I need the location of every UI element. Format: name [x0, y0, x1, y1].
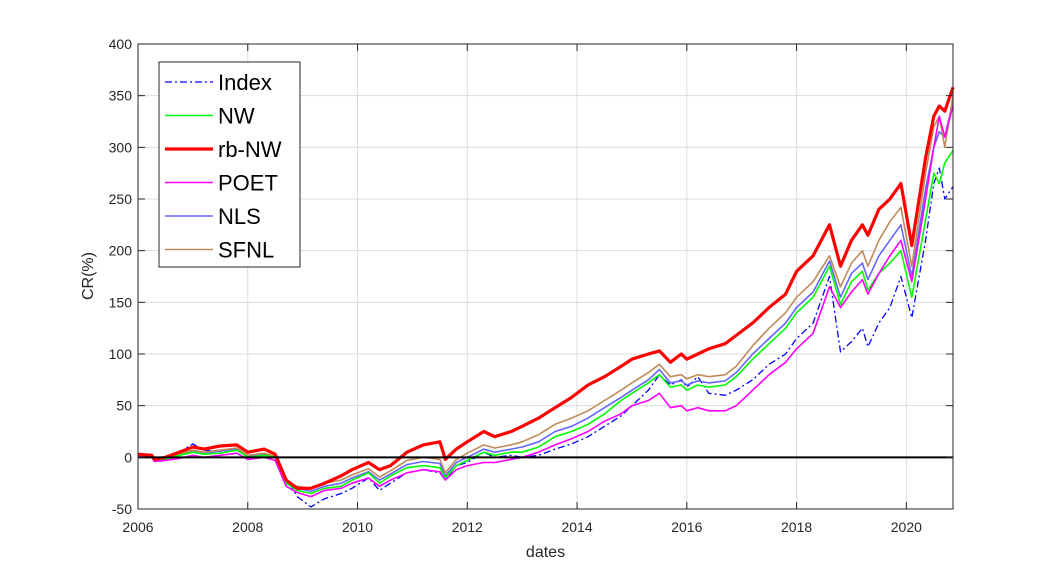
y-tick-label: 300: [109, 139, 133, 155]
y-tick-label: 0: [124, 449, 132, 465]
plot-border: [137, 43, 954, 510]
legend-label: NLS: [218, 204, 261, 229]
x-tick-label: 2018: [781, 519, 812, 535]
y-tick-label: 100: [109, 346, 133, 362]
axis-ticks: [137, 43, 953, 510]
y-tick-label: 250: [109, 191, 133, 207]
legend-label: POET: [218, 171, 278, 196]
y-tick-label: 350: [109, 88, 133, 104]
y-axis-label: CR(%): [80, 252, 97, 300]
legend-label: NW: [218, 104, 255, 129]
series-line-poet: [137, 105, 954, 498]
legend-label: SFNL: [218, 238, 274, 263]
x-tick-label: 2014: [561, 519, 592, 535]
x-tick-label: 2020: [891, 519, 922, 535]
legend-label: Index: [218, 70, 272, 95]
x-tick-label: 2016: [671, 519, 702, 535]
x-tick-label: 2006: [122, 519, 153, 535]
legend-box: [158, 61, 301, 268]
legend-label: rb-NW: [218, 137, 282, 162]
series-line-index: [137, 167, 954, 508]
x-axis-label: dates: [526, 544, 565, 561]
y-tick-label: 200: [109, 243, 133, 259]
x-tick-label: 2012: [452, 519, 483, 535]
series-line-rb-nw: [137, 86, 955, 490]
y-tick-label: 150: [109, 294, 133, 310]
series-line-sfnl: [137, 95, 954, 490]
y-tick-label: 50: [116, 398, 132, 414]
tick-labels: 2006 2008 2010 2012 2014 2016 2018 2020 -50 0 50 10…: [109, 36, 922, 535]
legend: Index NW rb-NW POET NLS SFNL: [158, 61, 301, 268]
y-tick-label: -50: [112, 501, 132, 517]
x-tick-label: 2008: [232, 519, 263, 535]
x-tick-label: 2010: [342, 519, 373, 535]
y-tick-label: 400: [109, 36, 133, 52]
